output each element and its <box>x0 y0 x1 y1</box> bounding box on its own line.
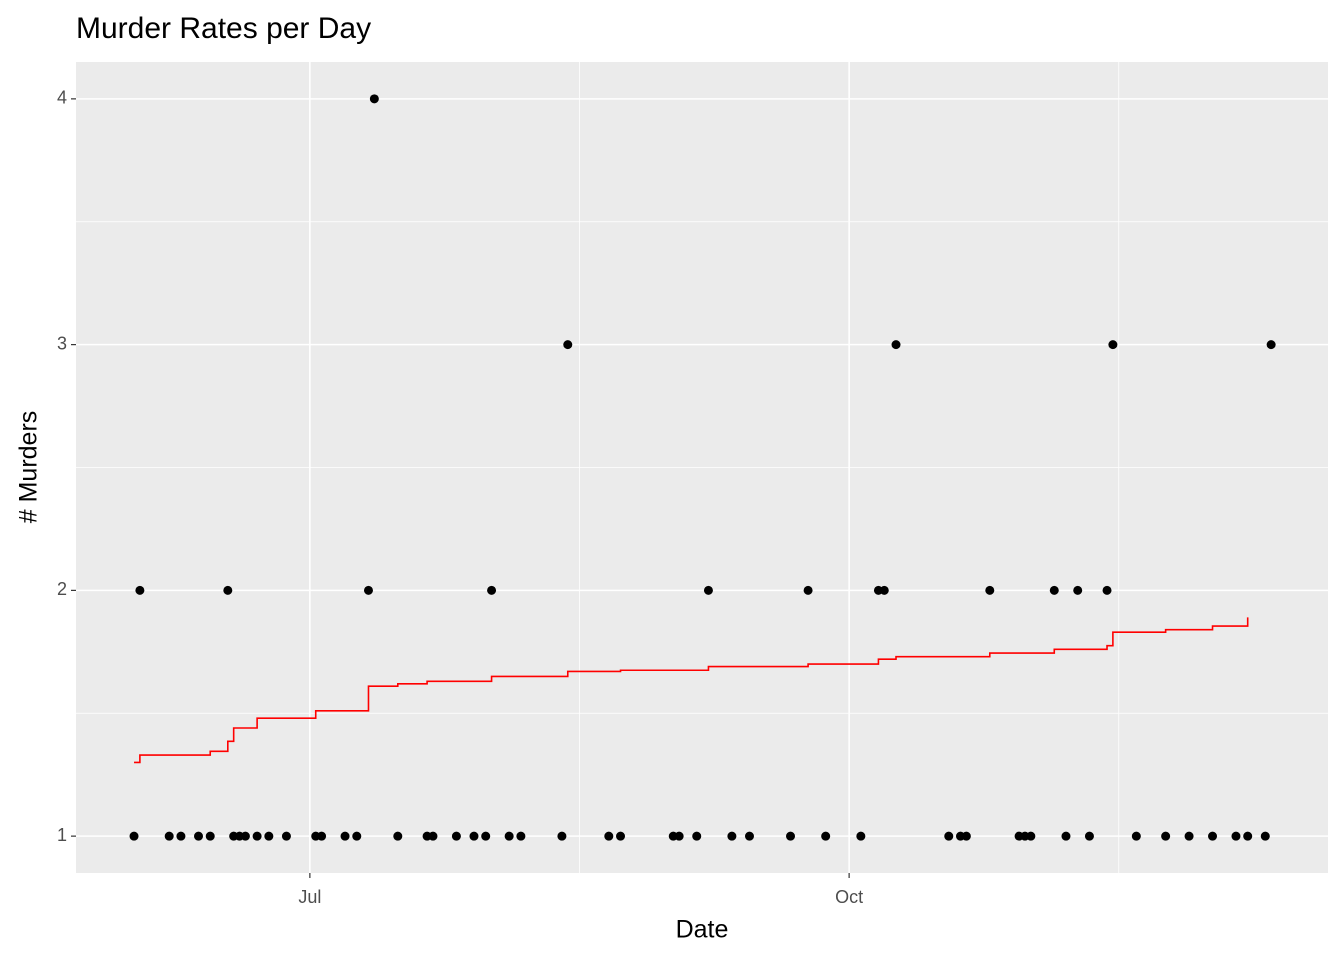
point <box>369 94 379 104</box>
point <box>821 831 831 841</box>
point <box>129 831 139 841</box>
point <box>1131 831 1141 841</box>
y-tick-label: 1 <box>57 825 67 845</box>
point <box>879 585 889 595</box>
point <box>727 831 737 841</box>
point <box>205 831 215 841</box>
point <box>1161 831 1171 841</box>
point <box>252 831 262 841</box>
point <box>1231 831 1241 841</box>
point <box>240 831 250 841</box>
point <box>985 585 995 595</box>
point <box>363 585 373 595</box>
point <box>1184 831 1194 841</box>
grid <box>76 62 1328 873</box>
point <box>1260 831 1270 841</box>
point <box>487 585 497 595</box>
point <box>176 831 186 841</box>
x-axis-title: Date <box>676 916 729 944</box>
chart-title: Murder Rates per Day <box>76 12 371 45</box>
point <box>557 831 567 841</box>
point <box>1102 585 1112 595</box>
y-tick-label: 3 <box>57 333 67 353</box>
point <box>1084 831 1094 841</box>
y-tick-label: 2 <box>57 579 67 599</box>
point <box>616 831 626 841</box>
point <box>1026 831 1036 841</box>
x-tick-label: Oct <box>835 887 863 907</box>
step-line <box>134 617 1249 764</box>
point <box>135 585 145 595</box>
point <box>264 831 274 841</box>
point <box>1049 585 1059 595</box>
point <box>1108 340 1118 350</box>
point <box>504 831 514 841</box>
point <box>786 831 796 841</box>
point <box>1073 585 1083 595</box>
y-tick-label: 4 <box>57 88 67 108</box>
point <box>194 831 204 841</box>
point <box>481 831 491 841</box>
point <box>164 831 174 841</box>
point <box>692 831 702 841</box>
point <box>563 340 573 350</box>
point <box>223 585 233 595</box>
y-axis-title: # Murders <box>15 411 43 524</box>
point <box>744 831 754 841</box>
marks <box>129 94 1276 841</box>
point <box>281 831 291 841</box>
point <box>703 585 713 595</box>
point <box>393 831 403 841</box>
point <box>1243 831 1253 841</box>
x-tick-label: Jul <box>298 887 321 907</box>
point <box>891 340 901 350</box>
point <box>961 831 971 841</box>
point <box>604 831 614 841</box>
point <box>803 585 813 595</box>
point <box>856 831 866 841</box>
point <box>317 831 327 841</box>
point <box>516 831 526 841</box>
point <box>451 831 461 841</box>
point <box>1208 831 1218 841</box>
point <box>428 831 438 841</box>
point <box>469 831 479 841</box>
point <box>352 831 362 841</box>
point <box>944 831 954 841</box>
point <box>340 831 350 841</box>
point <box>674 831 684 841</box>
point <box>1061 831 1071 841</box>
point <box>1266 340 1276 350</box>
